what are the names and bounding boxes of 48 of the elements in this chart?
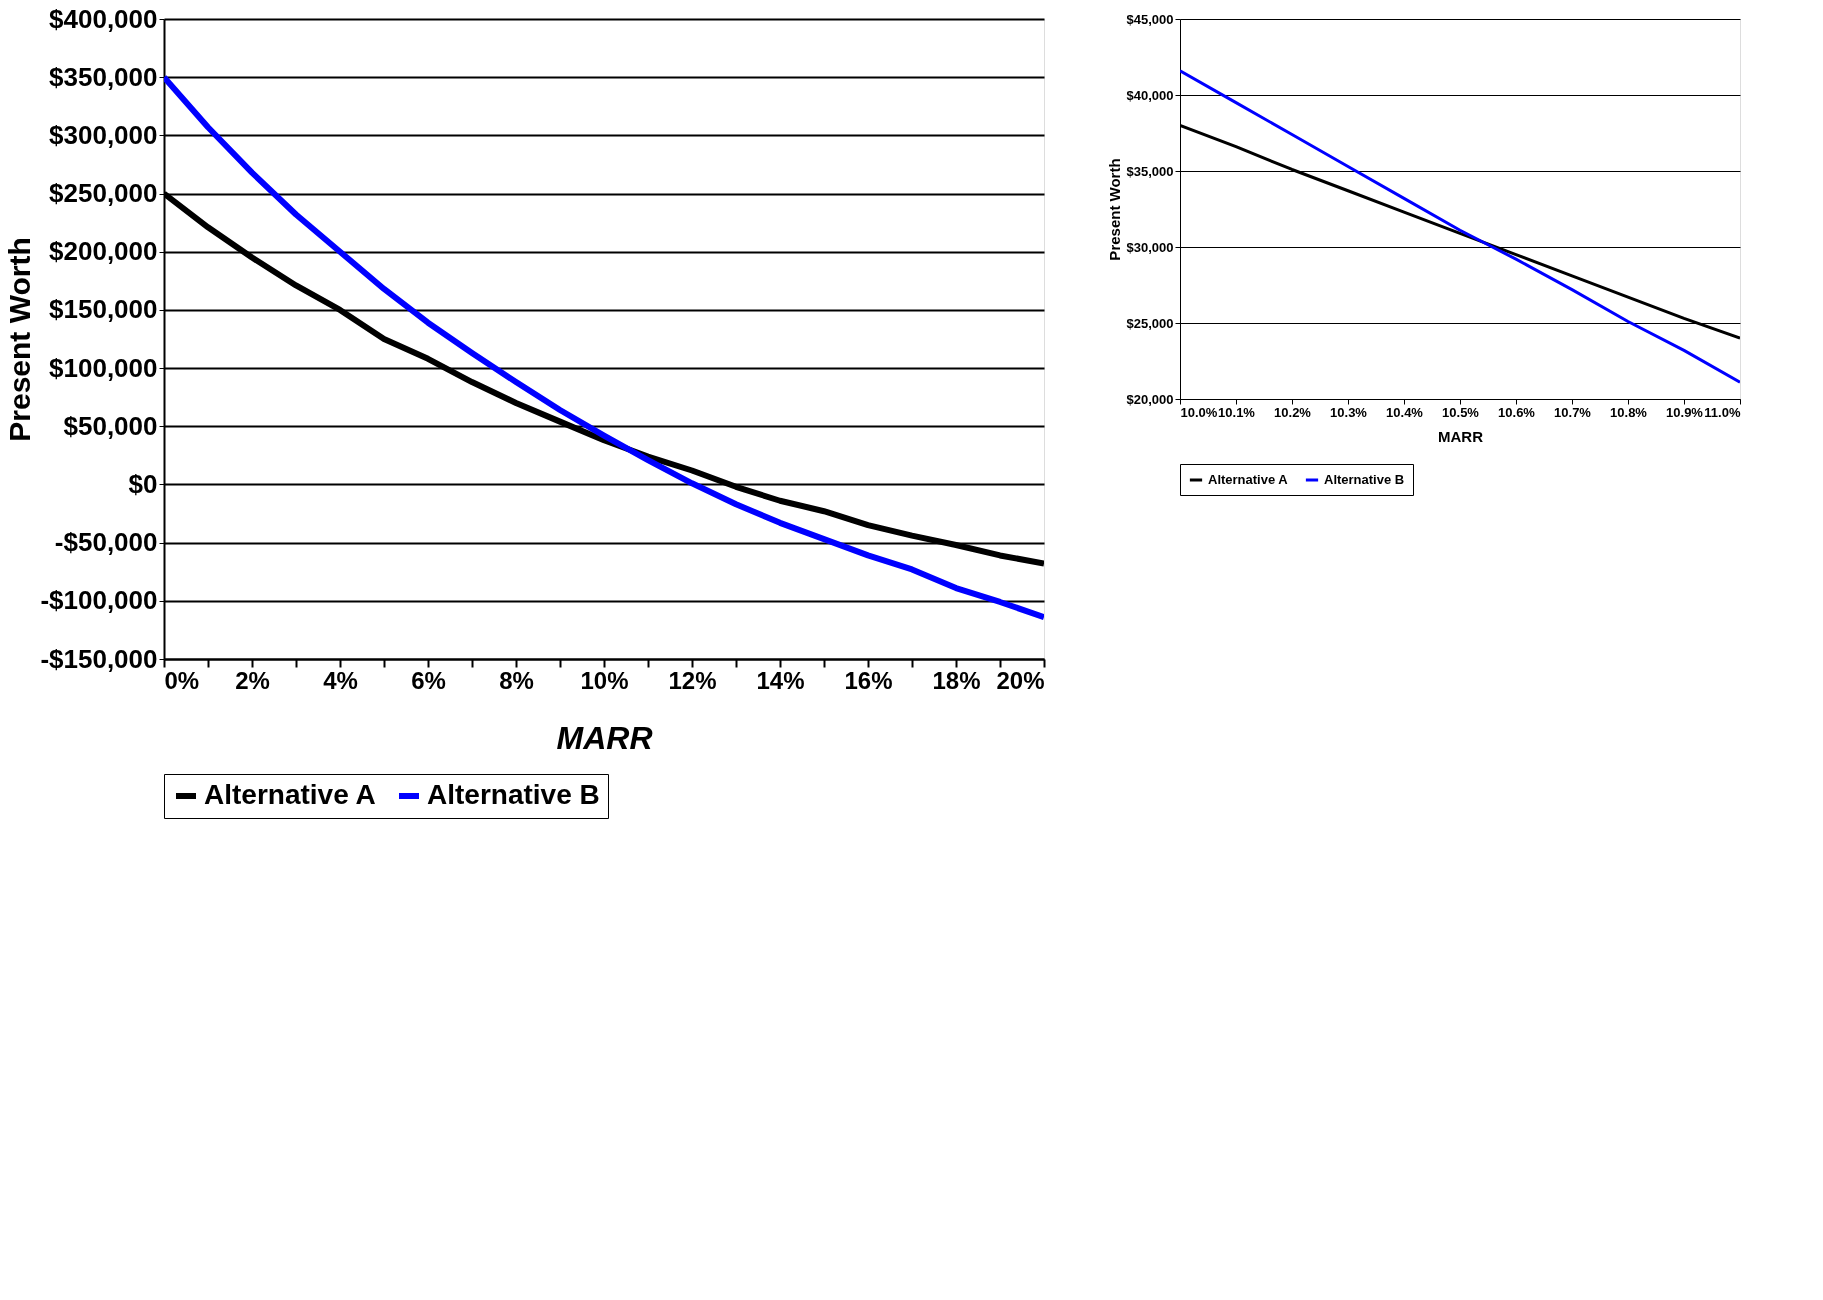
y-tick-label: $50,000 — [63, 410, 158, 441]
x-tick-label: 11.0% — [1704, 404, 1741, 420]
y-axis-title: Present Worth — [1105, 158, 1123, 261]
x-tick-label: 10.1% — [1218, 404, 1256, 420]
y-axis-title: Present Worth — [3, 237, 37, 442]
y-tick-label: $150,000 — [49, 294, 158, 325]
x-tick-label: 18% — [932, 666, 981, 694]
y-tick-label: $300,000 — [49, 119, 158, 150]
x-tick-label: 10.2% — [1274, 404, 1312, 420]
y-tick-label: -$50,000 — [54, 527, 158, 558]
y-tick-label: $200,000 — [49, 236, 158, 267]
y-tick-label: $20,000 — [1126, 391, 1174, 407]
x-tick-label: 10.8% — [1610, 404, 1648, 420]
legend-label: Alternative A — [204, 779, 376, 810]
x-tick-label: 20% — [996, 666, 1045, 694]
y-tick-label: $45,000 — [1126, 11, 1174, 27]
legend-label: Alternative B — [1324, 472, 1405, 487]
y-tick-label: $40,000 — [1126, 87, 1174, 103]
y-tick-label: $30,000 — [1126, 239, 1174, 255]
x-tick-label: 10% — [580, 666, 629, 694]
x-tick-label: 0% — [164, 666, 200, 694]
y-tick-label: $350,000 — [49, 61, 158, 92]
x-tick-label: 10.6% — [1498, 404, 1536, 420]
x-tick-label: 10.4% — [1386, 404, 1424, 420]
x-tick-label: 10.3% — [1330, 404, 1368, 420]
y-tick-label: $0 — [128, 468, 158, 499]
y-tick-label: $250,000 — [49, 178, 158, 209]
x-tick-label: 6% — [411, 666, 446, 694]
x-tick-label: 4% — [323, 666, 358, 694]
x-axis-title: MARR — [556, 719, 653, 756]
y-tick-label: $400,000 — [49, 3, 158, 34]
y-tick-label: $25,000 — [1126, 315, 1174, 331]
x-tick-label: 10.0% — [1180, 404, 1218, 420]
y-tick-label: $35,000 — [1126, 163, 1174, 179]
x-tick-label: 10.5% — [1442, 404, 1480, 420]
x-axis-title: MARR — [1438, 427, 1484, 445]
y-tick-label: -$150,000 — [40, 643, 158, 674]
x-tick-label: 10.7% — [1554, 404, 1592, 420]
x-tick-label: 12% — [668, 666, 717, 694]
legend-label: Alternative A — [1208, 472, 1289, 487]
x-tick-label: 10.9% — [1666, 404, 1704, 420]
x-tick-label: 14% — [756, 666, 805, 694]
y-tick-label: -$100,000 — [40, 585, 158, 616]
y-tick-label: $100,000 — [49, 352, 158, 383]
legend-label: Alternative B — [427, 779, 600, 810]
x-tick-label: 8% — [499, 666, 534, 694]
x-tick-label: 2% — [235, 666, 270, 694]
x-tick-label: 16% — [844, 666, 893, 694]
